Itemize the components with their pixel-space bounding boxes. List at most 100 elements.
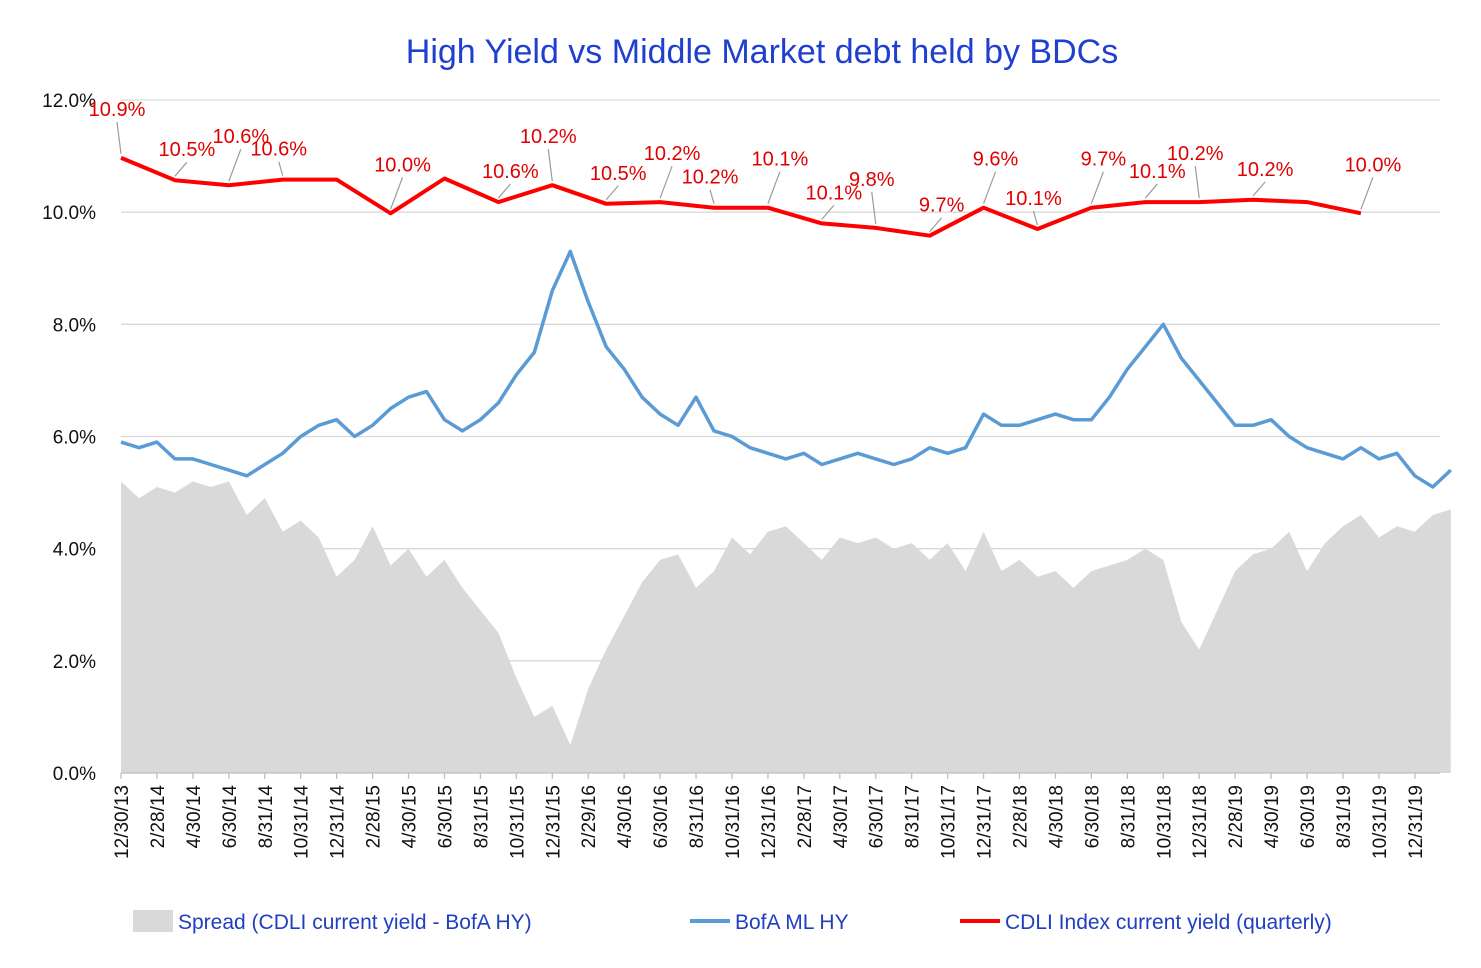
- x-tick-label: 8/31/18: [1118, 785, 1139, 848]
- x-tick-label: 6/30/17: [867, 785, 888, 848]
- data-label: 10.1%: [805, 182, 862, 204]
- data-label: 9.8%: [849, 169, 895, 191]
- y-tick-label: 10.0%: [42, 203, 96, 224]
- x-tick-label: 12/30/13: [112, 785, 133, 859]
- leader-line: [605, 185, 619, 201]
- x-tick-label: 6/30/16: [651, 785, 672, 848]
- spread-area-path: [121, 481, 1451, 773]
- x-tick-label: 6/30/18: [1082, 785, 1103, 848]
- x-tick-label: 2/28/19: [1226, 785, 1247, 848]
- data-label: 10.2%: [1237, 159, 1294, 181]
- x-tick-label: 2/28/17: [795, 785, 816, 848]
- data-label: 10.5%: [590, 163, 647, 185]
- data-label: 10.6%: [482, 161, 539, 183]
- data-label: 10.2%: [682, 167, 739, 189]
- leader-line: [929, 217, 943, 233]
- x-tick-label: 10/31/16: [723, 785, 744, 859]
- x-tick-label: 4/30/15: [400, 785, 421, 848]
- leader-line: [1194, 165, 1200, 199]
- x-tick-label: 2/28/14: [148, 785, 169, 849]
- x-tick-label: 8/31/14: [256, 785, 277, 849]
- x-tick-label: 6/30/19: [1298, 785, 1319, 848]
- x-tick-label: 2/28/15: [364, 785, 385, 848]
- x-tick-label: 12/31/16: [759, 785, 780, 859]
- leader-line: [228, 149, 242, 182]
- bofa-hy-line: [120, 249, 1452, 489]
- data-labels: 10.9%10.5%10.6%10.6%10.0% 10.6%10.2%10.5%…: [89, 99, 1402, 233]
- y-tick-label: 0.0%: [53, 764, 96, 785]
- x-tick-label: 10/31/19: [1370, 785, 1391, 859]
- leader-line: [278, 161, 284, 176]
- leader-line: [497, 183, 511, 199]
- data-label: 10.0%: [374, 154, 431, 176]
- series-lines: [120, 155, 1452, 489]
- x-tick-label: 8/31/17: [903, 785, 924, 848]
- x-tick-label: 12/31/17: [975, 785, 996, 859]
- data-label: 10.1%: [1005, 188, 1062, 210]
- x-tick-label: 8/31/19: [1334, 785, 1355, 848]
- data-label: 10.0%: [1345, 154, 1402, 176]
- legend-swatch-spread: [133, 910, 173, 932]
- data-label: 9.7%: [919, 195, 965, 217]
- x-tick-label: 2/28/18: [1011, 785, 1032, 848]
- x-tick-label: 4/30/18: [1046, 785, 1067, 848]
- data-label: 10.1%: [752, 149, 809, 171]
- x-tick-label: 6/30/15: [435, 785, 456, 848]
- x-tick-label: 4/30/19: [1262, 785, 1283, 848]
- leader-line: [547, 149, 553, 182]
- leader-line: [174, 161, 188, 177]
- data-label: 9.6%: [973, 149, 1019, 171]
- data-label: 10.2%: [520, 126, 577, 148]
- leader-line: [659, 165, 673, 199]
- x-tick-label: 12/31/19: [1406, 785, 1427, 859]
- data-label: 10.6%: [250, 139, 307, 161]
- x-tick-label: 12/31/18: [1190, 785, 1211, 859]
- x-tick-label: 4/30/17: [831, 785, 852, 848]
- leader-line: [709, 189, 715, 204]
- x-tick-label: 4/30/14: [184, 785, 205, 849]
- leader-line: [1144, 183, 1158, 199]
- chart-title: High Yield vs Middle Market debt held by…: [406, 33, 1118, 71]
- cdli-yield-line: [120, 155, 1362, 238]
- data-label: 10.2%: [644, 143, 701, 165]
- y-tick-label: 2.0%: [53, 652, 96, 673]
- x-tick-label: 10/31/17: [939, 785, 960, 859]
- x-tick-label: 4/30/16: [615, 785, 636, 848]
- leader-line: [1252, 181, 1266, 197]
- y-tick-label: 6.0%: [53, 428, 96, 449]
- y-tick-label: 12.0%: [42, 91, 96, 112]
- leader-line: [767, 171, 781, 204]
- legend-label-cdli: CDLI Index current yield (quarterly): [1005, 911, 1332, 934]
- y-axis: 0.0% 2.0% 4.0% 6.0% 8.0% 10.0% 12.0%: [42, 91, 96, 785]
- x-tick-label: 6/30/14: [220, 785, 241, 849]
- x-axis: 12/30/13 2/28/14 4/30/14 6/30/14 8/31/14 10/3…: [112, 772, 1440, 859]
- x-tick-label: 10/31/18: [1154, 785, 1175, 859]
- x-tick-label: 10/31/14: [292, 785, 313, 859]
- data-label: 10.6%: [212, 126, 269, 148]
- data-label: 10.5%: [159, 139, 216, 161]
- x-tick-label: 8/31/15: [471, 785, 492, 848]
- legend-label-bofa: BofA ML HY: [735, 911, 849, 934]
- leader-line: [821, 204, 835, 220]
- x-tick-label: 2/29/16: [579, 785, 600, 848]
- data-label: 10.1%: [1129, 161, 1186, 183]
- leader-line: [116, 121, 122, 154]
- y-tick-label: 8.0%: [53, 315, 96, 336]
- leader-line: [982, 171, 997, 204]
- x-tick-label: 12/31/14: [328, 785, 349, 859]
- data-label: 10.2%: [1167, 143, 1224, 165]
- legend-label-spread: Spread (CDLI current yield - BofA HY): [178, 911, 532, 934]
- x-tick-label: 10/31/15: [507, 785, 528, 859]
- leader-line: [389, 177, 404, 210]
- leader-line: [1032, 210, 1039, 226]
- x-tick-label: 8/31/16: [687, 785, 708, 848]
- legend: Spread (CDLI current yield - BofA HY) Bo…: [133, 910, 1332, 934]
- data-label: 10.9%: [89, 99, 146, 121]
- leader-line: [871, 191, 877, 224]
- spread-area: [121, 481, 1451, 773]
- data-label: 9.7%: [1081, 149, 1127, 171]
- x-tick-label: 12/31/15: [543, 785, 564, 859]
- leader-line: [1360, 177, 1374, 210]
- y-tick-label: 4.0%: [53, 540, 96, 561]
